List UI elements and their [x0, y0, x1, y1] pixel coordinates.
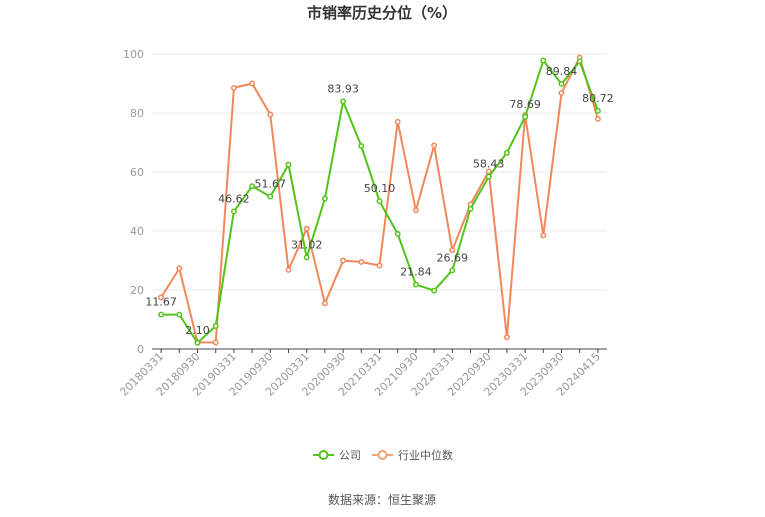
- data-point[interactable]: [212, 339, 219, 346]
- data-point[interactable]: [558, 89, 565, 96]
- data-point[interactable]: [594, 115, 601, 122]
- series: [158, 54, 601, 346]
- data-point[interactable]: [540, 57, 547, 64]
- data-point[interactable]: [285, 266, 292, 273]
- data-point[interactable]: [230, 208, 237, 215]
- data-label: 50.10: [364, 182, 396, 195]
- data-point[interactable]: [558, 81, 565, 87]
- data-point[interactable]: [503, 334, 510, 341]
- y-tick-label: 0: [137, 343, 144, 356]
- data-point[interactable]: [321, 300, 328, 307]
- data-point[interactable]: [358, 143, 365, 149]
- data-label: 80.72: [582, 92, 614, 105]
- legend-label-industry-median: 行业中位数: [398, 448, 453, 462]
- data-point[interactable]: [176, 311, 183, 318]
- data-point[interactable]: [340, 257, 347, 264]
- data-point[interactable]: [594, 107, 601, 114]
- data-point[interactable]: [358, 259, 365, 265]
- x-axis: 2018033120180930201903312019093020200331…: [117, 348, 607, 399]
- data-point[interactable]: [285, 161, 292, 168]
- y-tick-label: 60: [130, 166, 144, 179]
- data-point[interactable]: [176, 265, 183, 272]
- y-tick-label: 100: [123, 48, 144, 61]
- data-label: 26.69: [437, 251, 469, 264]
- data-label: 58.43: [473, 158, 505, 171]
- data-point[interactable]: [522, 113, 529, 120]
- grid: [152, 53, 607, 291]
- data-point[interactable]: [249, 183, 256, 190]
- data-point[interactable]: [249, 80, 256, 87]
- data-point[interactable]: [431, 142, 438, 149]
- data-point[interactable]: [158, 294, 165, 301]
- y-axis: 0 20 40 60 80 100: [123, 48, 144, 356]
- legend-marker-icon: [318, 450, 329, 460]
- data-point[interactable]: [267, 111, 274, 118]
- data-point[interactable]: [394, 231, 401, 237]
- data-point[interactable]: [576, 58, 583, 65]
- y-tick-label: 20: [130, 284, 144, 297]
- data-label: 89.84: [546, 65, 578, 78]
- y-tick-label: 80: [130, 107, 144, 120]
- data-label: 83.93: [327, 82, 359, 95]
- data-point[interactable]: [194, 339, 201, 346]
- chart-title: 市销率历史分位（%）: [307, 4, 457, 22]
- source-note: 数据来源：恒生聚源: [328, 492, 436, 507]
- legend-item-company[interactable]: 公司: [313, 449, 361, 462]
- data-label: 2.10: [185, 324, 210, 337]
- data-point[interactable]: [158, 311, 165, 318]
- data-label: 11.67: [145, 296, 177, 309]
- legend-label-company: 公司: [339, 449, 361, 462]
- data-label: 51.67: [255, 178, 287, 191]
- data-point[interactable]: [267, 193, 274, 200]
- data-point[interactable]: [449, 247, 456, 254]
- data-label: 31.02: [291, 238, 323, 251]
- data-point[interactable]: [503, 149, 510, 156]
- data-point[interactable]: [230, 84, 237, 91]
- data-point[interactable]: [340, 98, 347, 105]
- data-point[interactable]: [376, 262, 383, 269]
- y-tick-label: 40: [130, 225, 144, 238]
- data-point[interactable]: [303, 254, 310, 261]
- data-point[interactable]: [540, 232, 547, 239]
- legend-marker-icon: [377, 450, 388, 460]
- data-label: 21.84: [400, 266, 432, 279]
- data-point[interactable]: [394, 118, 401, 125]
- data-point[interactable]: [412, 281, 419, 288]
- data-point[interactable]: [412, 207, 419, 214]
- data-point[interactable]: [321, 195, 328, 202]
- data-labels: 11.67 2.10 46.62 51.67 31.02 83.93 50.10 21.84 2…: [145, 65, 613, 337]
- data-point[interactable]: [467, 205, 474, 212]
- legend: 公司 行业中位数: [313, 448, 453, 462]
- data-label: 78.69: [509, 98, 541, 111]
- legend-item-industry-median[interactable]: 行业中位数: [372, 448, 453, 462]
- data-point[interactable]: [212, 323, 219, 329]
- data-point[interactable]: [376, 198, 383, 205]
- data-point[interactable]: [449, 267, 456, 274]
- data-point[interactable]: [485, 173, 492, 180]
- data-point[interactable]: [485, 168, 492, 175]
- data-label: 46.62: [218, 192, 250, 205]
- data-point[interactable]: [303, 225, 310, 232]
- data-point[interactable]: [431, 287, 438, 294]
